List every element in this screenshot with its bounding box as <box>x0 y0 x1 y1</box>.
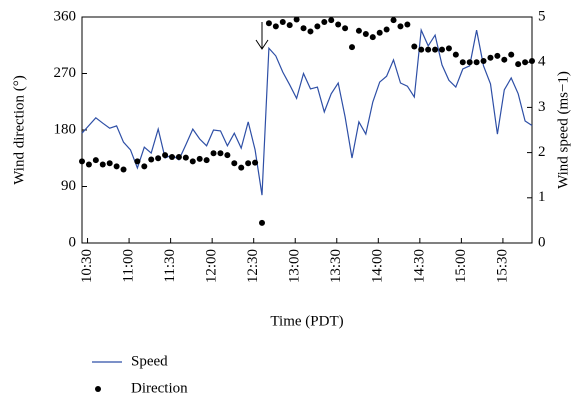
y-tick-label: 0 <box>69 234 77 250</box>
y-tick-label: 360 <box>54 8 77 24</box>
direction-point <box>362 30 369 37</box>
annotation-arrowhead <box>255 39 269 50</box>
direction-point <box>515 61 522 68</box>
direction-point <box>355 27 362 34</box>
direction-point <box>196 155 203 162</box>
direction-point <box>286 22 293 29</box>
y-tick-label: 270 <box>54 65 77 81</box>
direction-point <box>92 157 99 164</box>
legend-label: Direction <box>131 380 188 396</box>
direction-point <box>162 152 169 159</box>
x-axis-title: Time (PDT) <box>270 313 343 329</box>
direction-point <box>189 158 196 165</box>
direction-point <box>390 17 397 24</box>
direction-point <box>141 163 148 170</box>
direction-point <box>439 46 445 53</box>
direction-point <box>328 17 335 24</box>
direction-point <box>231 160 238 167</box>
direction-point <box>106 160 113 167</box>
direction-point <box>501 56 508 63</box>
direction-point <box>279 19 286 26</box>
direction-point <box>217 150 224 157</box>
x-tick-label: 13:30 <box>328 249 344 283</box>
direction-point <box>182 154 189 161</box>
direction-point <box>529 57 535 64</box>
x-tick-label: 12:30 <box>245 249 261 283</box>
y-tick-label: 90 <box>61 178 76 194</box>
x-tick-label: 11:30 <box>162 249 178 283</box>
direction-point <box>203 157 210 164</box>
direction-point <box>120 166 127 173</box>
direction-point <box>272 23 279 30</box>
y-axis-title: Wind direction (°) <box>11 75 27 185</box>
direction-point <box>335 21 342 28</box>
y2-axis-title: Wind speed (ms−1) <box>555 71 571 189</box>
direction-point <box>113 163 120 170</box>
direction-point <box>134 158 141 165</box>
direction-point <box>238 164 245 171</box>
direction-point <box>245 160 252 167</box>
direction-point <box>487 54 494 61</box>
direction-point <box>445 45 452 52</box>
y2-tick-label: 3 <box>538 99 546 115</box>
speed-line <box>81 27 533 196</box>
direction-point <box>259 219 265 226</box>
direction-point <box>342 25 349 32</box>
x-tick-label: 14:30 <box>411 249 427 283</box>
y2-tick-label: 4 <box>538 54 546 70</box>
direction-point <box>404 21 411 28</box>
direction-point <box>79 158 85 165</box>
direction-point <box>349 44 355 51</box>
direction-point <box>224 152 231 159</box>
direction-point <box>210 150 217 157</box>
x-tick-label: 13:00 <box>287 249 303 283</box>
direction-point <box>307 28 314 35</box>
direction-point <box>383 26 390 33</box>
direction-point <box>148 156 155 163</box>
y2-tick-label: 2 <box>538 144 546 160</box>
x-tick-label: 15:30 <box>494 249 510 283</box>
direction-point <box>314 23 321 30</box>
legend-label: Speed <box>131 353 168 369</box>
direction-point <box>99 161 106 168</box>
direction-point <box>459 59 466 66</box>
direction-point <box>252 159 259 166</box>
y2-tick-label: 5 <box>538 8 546 24</box>
direction-point <box>293 16 300 23</box>
direction-point <box>522 59 529 66</box>
x-tick-label: 12:00 <box>204 249 220 283</box>
direction-point <box>452 51 459 58</box>
x-tick-label: 15:00 <box>453 249 469 283</box>
legend-swatch <box>95 386 101 392</box>
direction-point <box>425 46 432 53</box>
x-tick-label: 11:00 <box>121 249 137 283</box>
direction-point <box>169 153 175 160</box>
y2-tick-label: 0 <box>538 234 546 250</box>
direction-point <box>175 153 182 160</box>
direction-point <box>473 59 480 66</box>
y-tick-label: 180 <box>54 121 77 137</box>
direction-point <box>418 46 425 53</box>
direction-point <box>85 161 92 168</box>
direction-point <box>300 25 307 32</box>
direction-point <box>480 57 487 64</box>
direction-point <box>369 34 376 41</box>
y2-tick-label: 1 <box>538 189 546 205</box>
direction-point <box>411 43 418 50</box>
direction-point <box>494 52 501 59</box>
direction-point <box>466 59 473 66</box>
direction-point <box>432 46 439 53</box>
plot-frame <box>81 16 533 244</box>
direction-point <box>397 23 404 30</box>
x-tick-label: 10:30 <box>79 249 95 283</box>
x-tick-label: 14:00 <box>370 249 386 283</box>
direction-point <box>321 19 328 26</box>
direction-point <box>376 29 383 36</box>
direction-point <box>155 155 162 162</box>
direction-point <box>508 51 515 58</box>
direction-point <box>265 20 272 27</box>
